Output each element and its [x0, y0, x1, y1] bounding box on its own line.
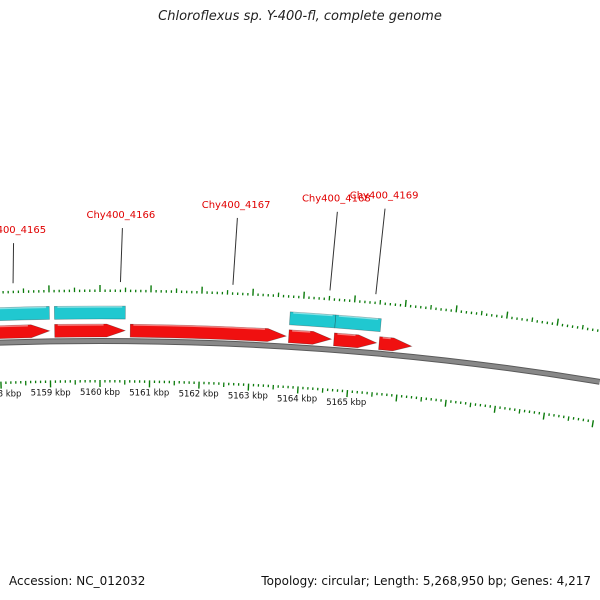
inner-tick [518, 409, 521, 414]
reverse-feature [54, 305, 126, 320]
gene-label: Chy400_4168 [302, 194, 371, 205]
feature-layer [0, 305, 413, 352]
feature-body [333, 332, 378, 349]
feature-highlight [292, 329, 311, 333]
outer-tick [404, 299, 407, 308]
inner-tick [542, 412, 546, 420]
accession-text: Accession: NC_012032 [9, 574, 146, 588]
feature-body [378, 336, 413, 352]
feature-highlight [133, 324, 265, 330]
inner-tick [493, 405, 496, 413]
gene-label: Chy400_4166 [86, 210, 155, 221]
inner-tick [395, 394, 398, 402]
scale-label: 5158 kbp [0, 390, 21, 400]
feature-highlight [0, 306, 47, 310]
feature-body [54, 323, 127, 338]
scale-label: 5164 kbp [277, 394, 317, 404]
outer-tick [455, 305, 458, 313]
scale-label: 5165 kbp [326, 398, 366, 408]
inner-tick [567, 416, 570, 421]
scale-label: 5161 kbp [129, 388, 169, 398]
map-title: Chloroflexus sp. Y-400-fl, complete geno… [158, 9, 442, 24]
feature-highlight [382, 336, 391, 340]
gene-label: Chy400_4165 [0, 225, 46, 236]
inner-tick-ring [0, 379, 595, 428]
forward-feature [0, 324, 51, 339]
inner-tick [591, 420, 595, 428]
forward-feature [288, 329, 333, 345]
gene-label-leader [119, 228, 123, 283]
gene-label: Chy400_4169 [350, 191, 419, 202]
feature-body [0, 306, 50, 321]
outer-tick [531, 317, 534, 323]
forward-feature [54, 323, 127, 338]
reverse-feature [334, 314, 382, 333]
gene-label-leader [232, 217, 238, 285]
feature-highlight [337, 333, 356, 337]
scale-label: 5163 kbp [228, 392, 268, 402]
backbone [0, 338, 600, 384]
feature-body [334, 314, 382, 333]
gene-label: Chy400_4167 [202, 200, 271, 211]
feature-body [54, 305, 126, 320]
feature-body [288, 329, 333, 345]
feature-highlight [0, 324, 28, 328]
reverse-feature [0, 306, 50, 321]
scale-label: 5159 kbp [31, 388, 71, 398]
outer-tick-ring [2, 285, 599, 332]
outer-tick [581, 324, 584, 330]
outer-tick [353, 295, 356, 303]
inner-tick [469, 402, 472, 408]
scale-label: 5162 kbp [179, 390, 219, 400]
gene-label-leader [375, 208, 386, 295]
feature-highlight [338, 315, 379, 321]
reverse-feature [289, 311, 337, 329]
gene-label-leader [329, 211, 338, 291]
scale-label: 5160 kbp [80, 388, 120, 398]
backbone-layer [0, 337, 600, 385]
feature-highlight [293, 312, 333, 317]
feature-body [0, 324, 51, 339]
inner-tick [346, 390, 349, 398]
gene-label-layer: Chy400_4163Chy400_4164Chy400_4165Chy400_… [0, 191, 419, 295]
genome-summary-text: Topology: circular; Length: 5,268,950 bp… [261, 574, 591, 588]
outer-tick [506, 311, 509, 319]
inner-tick [444, 399, 447, 407]
forward-feature [129, 323, 288, 342]
feature-body [129, 323, 288, 342]
forward-feature [333, 332, 378, 349]
forward-feature [378, 336, 413, 352]
outer-tick [556, 318, 559, 326]
outer-tick [480, 310, 483, 316]
